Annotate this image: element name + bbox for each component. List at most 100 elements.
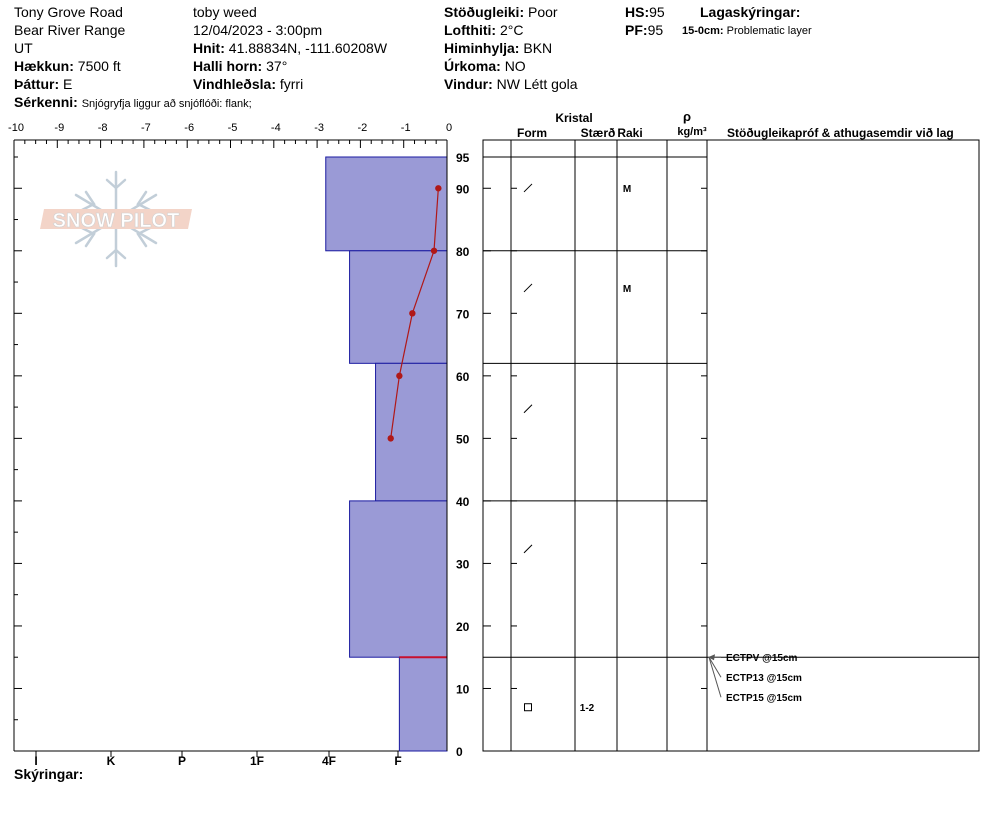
layer-hardness-bar-5 — [398, 656, 448, 752]
density-unit-header: kg/m³ — [677, 126, 707, 138]
depth-tick-label: 30 — [456, 557, 470, 571]
depth-tick-label: 90 — [456, 182, 470, 196]
temperature-point — [409, 310, 416, 317]
legend-entry: 15-0cm: Problematic layer — [682, 22, 812, 40]
stability-test-pointer — [708, 656, 722, 678]
temperature-point — [430, 247, 438, 254]
depth-tick-label: 95 — [456, 151, 470, 165]
grain-form-icon — [523, 544, 533, 554]
temperature-point — [387, 435, 394, 442]
temp-tick-label: -10 — [8, 122, 24, 134]
hardness-tick-label: 1F — [250, 754, 264, 768]
features-label: Sérkenni: — [14, 94, 78, 110]
depth-tick-label: 80 — [456, 245, 470, 259]
temp-tick-label: -8 — [98, 122, 108, 134]
precip-value: NO — [504, 58, 526, 74]
legend-entry-depth: 15-0cm: — [682, 25, 724, 37]
depth-tick-label: 70 — [456, 307, 470, 321]
state: UT — [14, 40, 33, 56]
temp-tick-label: -6 — [184, 122, 194, 134]
layer-moisture: M — [623, 184, 631, 195]
snow-height: HS:95 — [625, 3, 665, 21]
legend-label: Lagaskýringar: — [700, 3, 800, 21]
elevation: Hækkun: 7500 ft — [14, 57, 121, 75]
aspect-value: E — [63, 76, 73, 92]
layer-grain-size: 1-2 — [580, 703, 595, 714]
stability-test-arrowhead — [708, 654, 715, 661]
layer-table-frame — [482, 139, 980, 752]
slope-value: 37° — [266, 58, 288, 74]
wind-loading-label: Vindhleðsla: — [193, 76, 276, 92]
penetration-foot: PF:95 — [625, 21, 663, 39]
stability-test-label: ECTP13 @15cm — [726, 673, 802, 684]
precipitation: Úrkoma: NO — [444, 57, 526, 75]
density-symbol-header: ρ — [683, 109, 691, 124]
air-temp-label: Lofthiti: — [444, 22, 497, 38]
slope-angle: Halli horn: 37° — [193, 57, 287, 75]
features: Sérkenni: Snjógryfja liggur að snjóflóði… — [14, 93, 252, 113]
notes: Skýringar: — [14, 765, 83, 783]
sky-label: Himinhylja: — [444, 40, 520, 56]
stability-label: Stöðugleiki: — [444, 4, 525, 20]
hardness-tick-label: F — [394, 754, 401, 768]
elevation-value: 7500 ft — [77, 58, 121, 74]
aspect: Þáttur: E — [14, 75, 72, 93]
crystal-header: Kristal — [555, 111, 592, 125]
features-value: Snjógryfja liggur að snjóflóði: flank; — [81, 98, 252, 110]
temp-tick-label: 0 — [446, 122, 452, 134]
depth-tick-label: 10 — [456, 682, 470, 696]
coords-label: Hnit: — [193, 40, 225, 56]
form-header: Form — [517, 126, 547, 140]
legend-entry-text: Problematic layer — [726, 25, 812, 37]
depth-tick-label: 40 — [456, 495, 470, 509]
layer-moisture: M — [623, 284, 631, 295]
layer-hardness-bar-4 — [349, 500, 448, 658]
hs-value: 95 — [649, 4, 665, 20]
coords-value: 41.88834N, -111.60208W — [228, 40, 388, 56]
hardness-tick-label: 4F — [322, 754, 336, 768]
temp-tick-label: -7 — [141, 122, 151, 134]
temp-tick-label: -3 — [314, 122, 324, 134]
pf-value: 95 — [647, 22, 664, 38]
elevation-label: Hækkun: — [14, 58, 74, 74]
hardness-tick-label: K — [107, 754, 116, 768]
mountain-range: Bear River Range — [14, 22, 126, 38]
air-temp-value: 2°C — [499, 22, 524, 38]
air-temp: Lofthiti: 2°C — [444, 21, 523, 39]
layer-hardness-bar-1 — [325, 156, 448, 252]
temp-tick-label: -2 — [358, 122, 368, 134]
snowpilot-logo: SNOW PILOT — [40, 170, 192, 268]
grain-form-icon — [524, 703, 532, 712]
wind: Vindur: NW Létt gola — [444, 75, 578, 93]
slope-label: Halli horn: — [193, 58, 263, 74]
layer-hardness-bar-2 — [349, 250, 448, 364]
hardness-tick-label: I — [34, 754, 37, 768]
grain-form-icon — [523, 404, 533, 414]
coordinates: Hnit: 41.88834N, -111.60208W — [193, 39, 387, 57]
layer-hardness-bar-3 — [375, 362, 448, 502]
stability-test-pointer — [708, 657, 722, 698]
grain-form-icon — [523, 183, 533, 193]
stability: Stöðugleiki: Poor — [444, 3, 558, 21]
stability-test-label: ECTPV @15cm — [726, 653, 798, 664]
temperature-point — [435, 185, 442, 192]
temp-tick-label: -9 — [54, 122, 64, 134]
grain-form-icon — [523, 283, 533, 293]
size-header: Stærð — [581, 126, 616, 140]
wind-value: NW Létt gola — [496, 76, 578, 92]
datetime: 12/04/2023 - 3:00pm — [193, 22, 323, 38]
stability-value: Poor — [528, 4, 558, 20]
moisture-header: Raki — [617, 126, 642, 140]
pf-label: PF: — [625, 22, 648, 38]
legend-title: Lagaskýringar: — [700, 4, 801, 20]
depth-tick-label: 20 — [456, 620, 470, 634]
aspect-label: Þáttur: — [14, 76, 60, 92]
depth-tick-label: 50 — [456, 432, 470, 446]
sky-value: BKN — [523, 40, 553, 56]
temp-tick-label: -5 — [228, 122, 238, 134]
wind-loading: Vindhleðsla: fyrri — [193, 75, 303, 93]
observer: toby weed — [193, 4, 257, 20]
wind-loading-value: fyrri — [279, 76, 304, 92]
stability-test-label: ECTP15 @15cm — [726, 693, 802, 704]
